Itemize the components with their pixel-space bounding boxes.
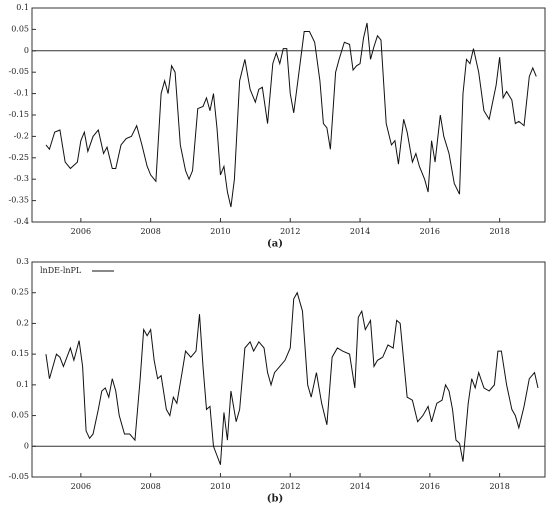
y-tick-label: 0.05 [11,411,29,420]
y-tick-label: -0.25 [8,153,29,162]
x-tick-label: 2012 [280,482,300,491]
y-tick-label: 0.05 [11,24,29,33]
x-tick-label: 2018 [489,227,509,236]
x-tick-label: 2014 [350,227,370,236]
x-tick-label: 2012 [280,227,300,236]
x-tick-label: 2010 [210,482,230,491]
y-tick-label: 0.1 [16,3,29,12]
y-tick-label: 0 [24,441,29,450]
legend-label: lnDE-lnPL [40,266,82,275]
y-tick-label: 0.2 [16,318,29,327]
panel-caption: (a) [267,239,283,250]
x-tick-label: 2018 [489,482,509,491]
y-tick-label: -0.05 [8,67,29,76]
y-tick-label: -0.1 [14,89,29,98]
y-tick-label: -0.05 [8,472,29,481]
x-tick-label: 2006 [71,227,91,236]
x-tick-label: 2016 [420,227,440,236]
y-tick-label: 0.1 [16,380,29,389]
y-tick-label: 0.3 [16,257,29,266]
y-tick-label: 0 [24,46,29,55]
y-tick-label: -0.4 [14,217,29,226]
y-tick-label: 0.15 [11,349,29,358]
x-tick-label: 2016 [420,482,440,491]
plot-frame [31,7,546,223]
x-tick-label: 2006 [71,482,91,491]
y-tick-label: -0.3 [14,174,29,183]
x-tick-label: 2010 [210,227,230,236]
y-tick-label: -0.35 [8,196,29,205]
plot-frame [31,261,546,478]
y-tick-label: -0.15 [8,110,29,119]
panel-caption: (b) [267,494,283,505]
x-tick-label: 2008 [140,227,160,236]
y-tick-label: 0.25 [11,288,29,297]
x-tick-label: 2014 [350,482,370,491]
x-tick-label: 2008 [140,482,160,491]
y-tick-label: -0.2 [14,131,29,140]
data-line [45,22,537,208]
data-line [45,291,539,465]
